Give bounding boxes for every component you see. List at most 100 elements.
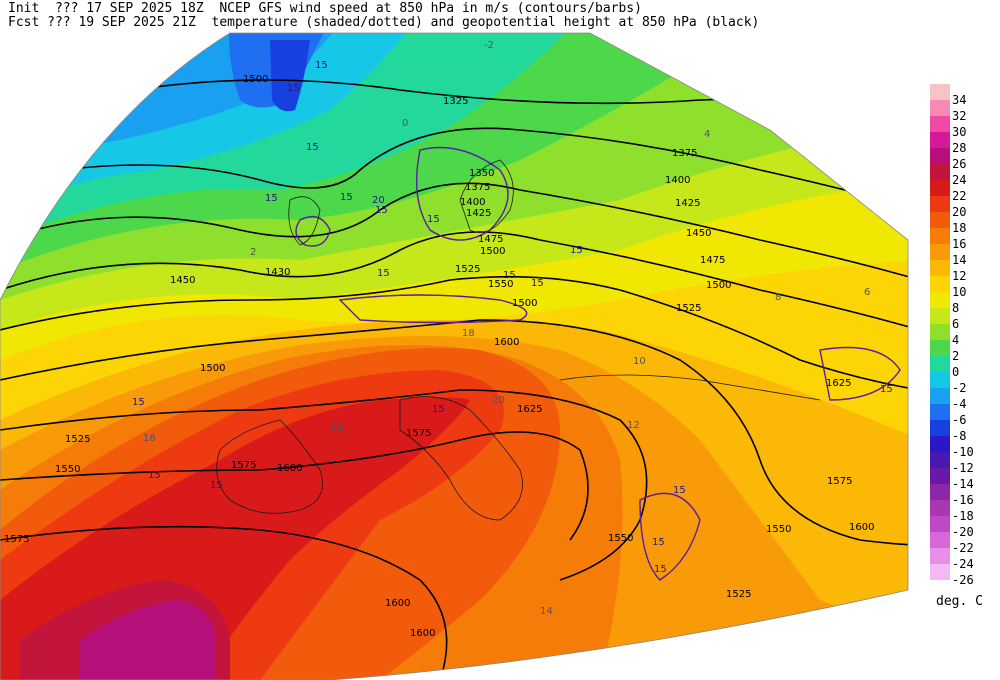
legend-swatch <box>930 548 950 564</box>
height-label: 1525 <box>676 303 701 314</box>
legend-row: -26 <box>928 564 988 587</box>
wind-label: 20 <box>372 195 385 206</box>
legend-row: 24 <box>928 164 988 187</box>
wind-label: 15 <box>132 397 145 408</box>
color-legend: 34 32 30 28 26 24 22 20 18 16 14 12 10 8 6 4 2 0 -2 -4 -6 -8-… <box>928 84 988 587</box>
height-label: 1575 <box>827 476 852 487</box>
legend-row: -14 <box>928 468 988 491</box>
height-label: 1400 <box>665 175 690 186</box>
coastline <box>216 419 323 514</box>
wind-label: 15 <box>265 193 278 204</box>
height-label: 1425 <box>675 198 700 209</box>
wind-label: 15 <box>880 384 893 395</box>
legend-row: 12 <box>928 260 988 283</box>
height-contour <box>0 231 908 331</box>
legend-swatch <box>930 404 950 420</box>
height-label: 1600 <box>849 522 874 533</box>
legend-label: 34 <box>952 93 967 107</box>
legend-label: 32 <box>952 109 967 123</box>
wind-label: 15 <box>148 470 161 481</box>
height-label: 1625 <box>826 378 851 389</box>
legend-row: 22 <box>928 180 988 203</box>
legend-row: 28 <box>928 132 988 155</box>
temp-label: 14 <box>540 606 553 617</box>
legend-swatch <box>930 564 950 580</box>
legend-label: 2 <box>952 349 960 363</box>
legend-label: 10 <box>952 285 967 299</box>
legend-label: -24 <box>952 557 974 571</box>
temp-label: 16 <box>143 433 156 444</box>
temp-label: 18 <box>462 328 475 339</box>
temp-label: -2 <box>484 40 494 51</box>
legend-label: 8 <box>952 301 960 315</box>
height-label: 1500 <box>706 280 731 291</box>
wind-label: 15 <box>654 564 667 575</box>
height-label: 1625 <box>517 404 542 415</box>
height-label: 1525 <box>455 264 480 275</box>
legend-swatch <box>930 212 950 228</box>
legend-row: -2 <box>928 372 988 395</box>
legend-label: -4 <box>952 397 967 411</box>
legend-label: -26 <box>952 573 974 587</box>
legend-row: -22 <box>928 532 988 555</box>
legend-swatch <box>930 260 950 276</box>
height-contour <box>0 319 908 546</box>
legend-swatch <box>930 132 950 148</box>
legend-label: 26 <box>952 157 967 171</box>
legend-swatch <box>930 164 950 180</box>
height-label: 1375 <box>465 182 490 193</box>
wind-label: 15 <box>652 537 665 548</box>
legend-row: 16 <box>928 228 988 251</box>
legend-row: -10 <box>928 436 988 459</box>
wind-label: 15 <box>427 214 440 225</box>
height-label: 1430 <box>265 267 290 278</box>
legend-swatch <box>930 308 950 324</box>
legend-label: -16 <box>952 493 974 507</box>
legend-swatch <box>930 84 950 100</box>
wind-label: 15 <box>210 480 223 491</box>
legend-swatch <box>930 452 950 468</box>
height-contour <box>0 182 908 281</box>
wind-label: 15 <box>315 60 328 71</box>
legend-label: -8 <box>952 429 967 443</box>
weather-map: 1500 1325 1375 1400 1425 1450 1475 1500 … <box>0 32 909 680</box>
legend-swatch <box>930 148 950 164</box>
height-label: 1550 <box>608 533 633 544</box>
wind-label: 15 <box>377 268 390 279</box>
height-label: 1350 <box>469 168 494 179</box>
wind-contour <box>338 294 528 324</box>
legend-label: 22 <box>952 189 967 203</box>
legend-row: 26 <box>928 148 988 171</box>
legend-label: -22 <box>952 541 974 555</box>
temp-label: 4 <box>704 129 710 140</box>
legend-label: 14 <box>952 253 967 267</box>
coastline <box>459 159 514 233</box>
height-contour <box>0 127 908 211</box>
legend-row: 6 <box>928 308 988 331</box>
height-label: 1575 <box>231 460 256 471</box>
legend-label: 18 <box>952 221 967 235</box>
header-init-line: Init ??? 17 SEP 2025 18Z NCEP GFS wind s… <box>8 1 642 16</box>
height-label: 1400 <box>460 197 485 208</box>
legend-swatch <box>930 196 950 212</box>
height-label: 1475 <box>478 234 503 245</box>
temp-label: 8 <box>775 292 781 303</box>
height-label: 1500 <box>243 74 268 85</box>
legend-label: 30 <box>952 125 967 139</box>
legend-label: -18 <box>952 509 974 523</box>
legend-row: 2 <box>928 340 988 363</box>
legend-label: -12 <box>952 461 974 475</box>
legend-swatch <box>930 436 950 452</box>
wind-contour <box>639 492 701 581</box>
legend-label: 0 <box>952 365 960 379</box>
height-label: 1325 <box>443 96 468 107</box>
temp-label: 12 <box>627 420 640 431</box>
legend-row: -16 <box>928 484 988 507</box>
legend-row: 0 <box>928 356 988 379</box>
height-contour <box>0 275 908 391</box>
legend-swatch <box>930 276 950 292</box>
legend-swatch <box>930 420 950 436</box>
height-label: 1500 <box>512 298 537 309</box>
height-label: 1550 <box>55 464 80 475</box>
legend-row: 34 <box>928 84 988 107</box>
